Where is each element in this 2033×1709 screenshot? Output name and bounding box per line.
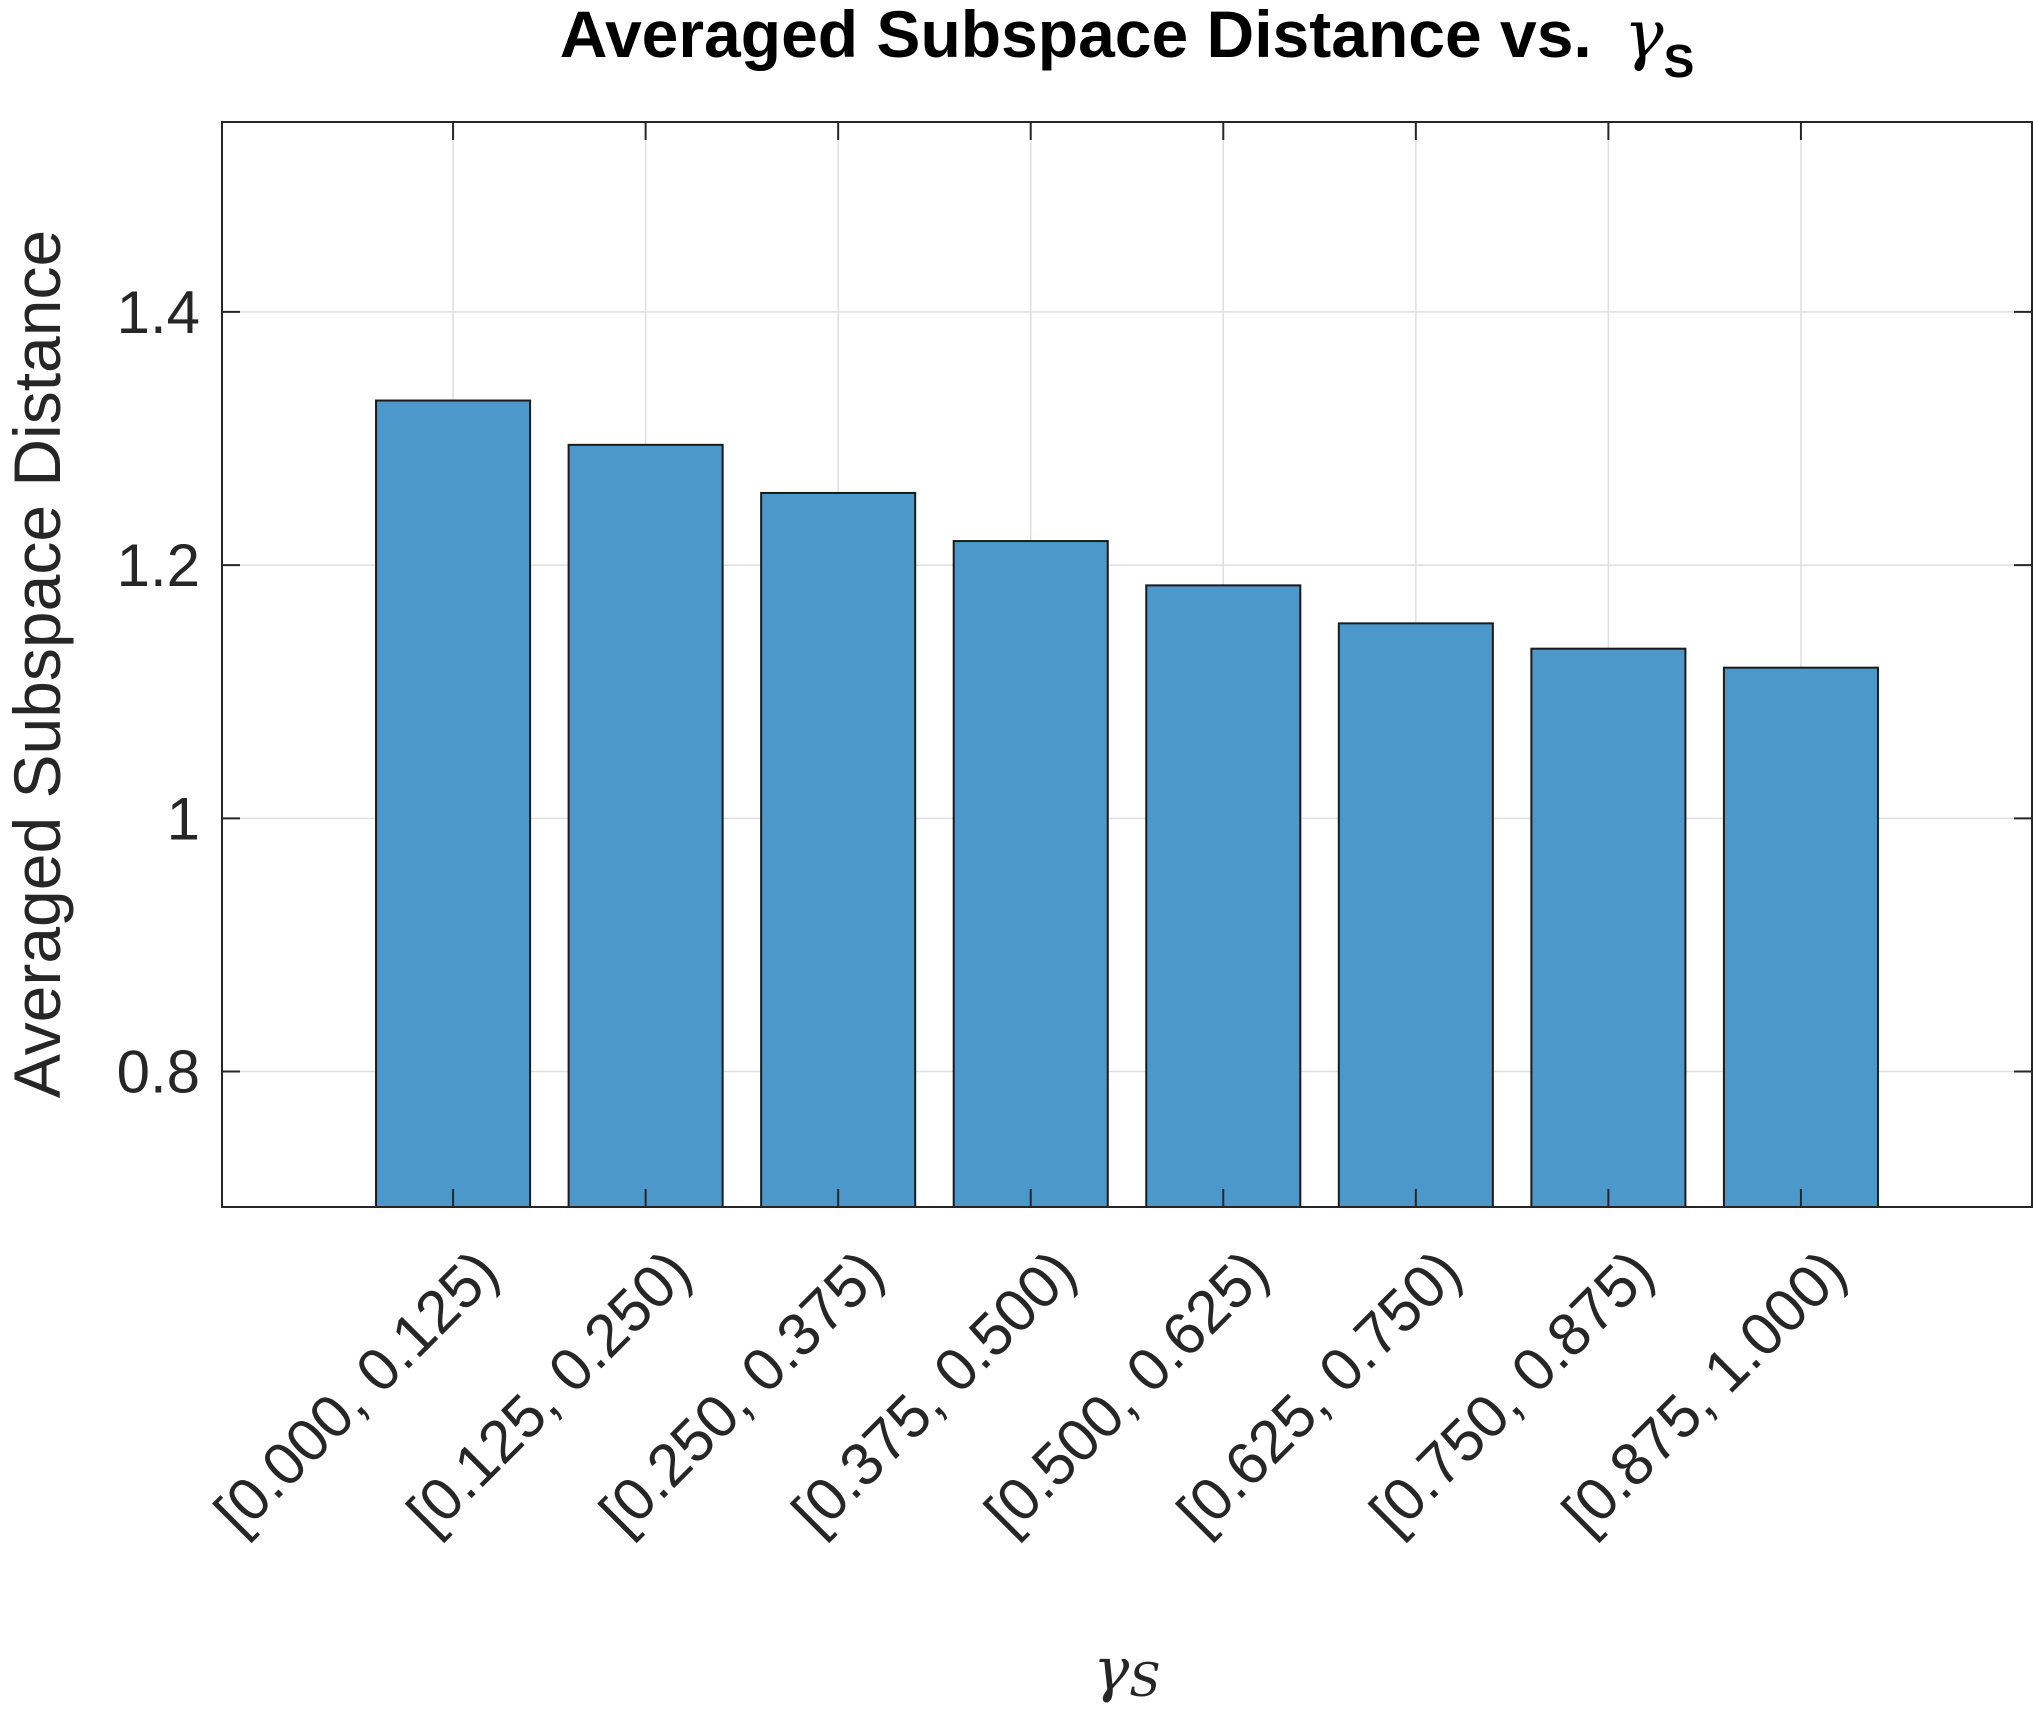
y-tick-label: 1.4 bbox=[117, 279, 200, 346]
tick-marks bbox=[222, 122, 2032, 1207]
y-tick-labels: 0.8 1 1.2 1.4 bbox=[117, 279, 200, 1106]
bars bbox=[375, 399, 1879, 1208]
x-axis-label-group: γS bbox=[1093, 1635, 1160, 1707]
bar bbox=[375, 399, 532, 1208]
x-axis-label-symbol: γ bbox=[1093, 1635, 1129, 1705]
bar bbox=[1145, 584, 1302, 1208]
y-axis-label: Averaged Subspace Distance bbox=[0, 230, 74, 1098]
x-axis-label-subscript: S bbox=[1129, 1653, 1161, 1707]
bar bbox=[952, 540, 1109, 1208]
bar bbox=[1530, 647, 1687, 1208]
bar bbox=[567, 443, 724, 1208]
chart-title: Averaged Subspace Distance vs. bbox=[560, 0, 1592, 71]
chart-title-group: Averaged Subspace Distance vs. γS bbox=[560, 0, 1695, 87]
bar bbox=[1337, 622, 1494, 1208]
chart-title-subscript: S bbox=[1664, 35, 1695, 87]
chart-title-symbol: γ bbox=[1624, 0, 1664, 73]
y-tick-label: 1 bbox=[167, 785, 200, 852]
bar bbox=[1722, 666, 1879, 1208]
y-tick-label: 0.8 bbox=[117, 1039, 200, 1106]
plot-area-frame bbox=[221, 121, 2033, 1208]
bar bbox=[760, 491, 917, 1208]
y-tick-label: 1.2 bbox=[117, 532, 200, 599]
x-tick-labels: [0.000, 0.125)[0.125, 0.250)[0.250, 0.37… bbox=[202, 1237, 1859, 1546]
